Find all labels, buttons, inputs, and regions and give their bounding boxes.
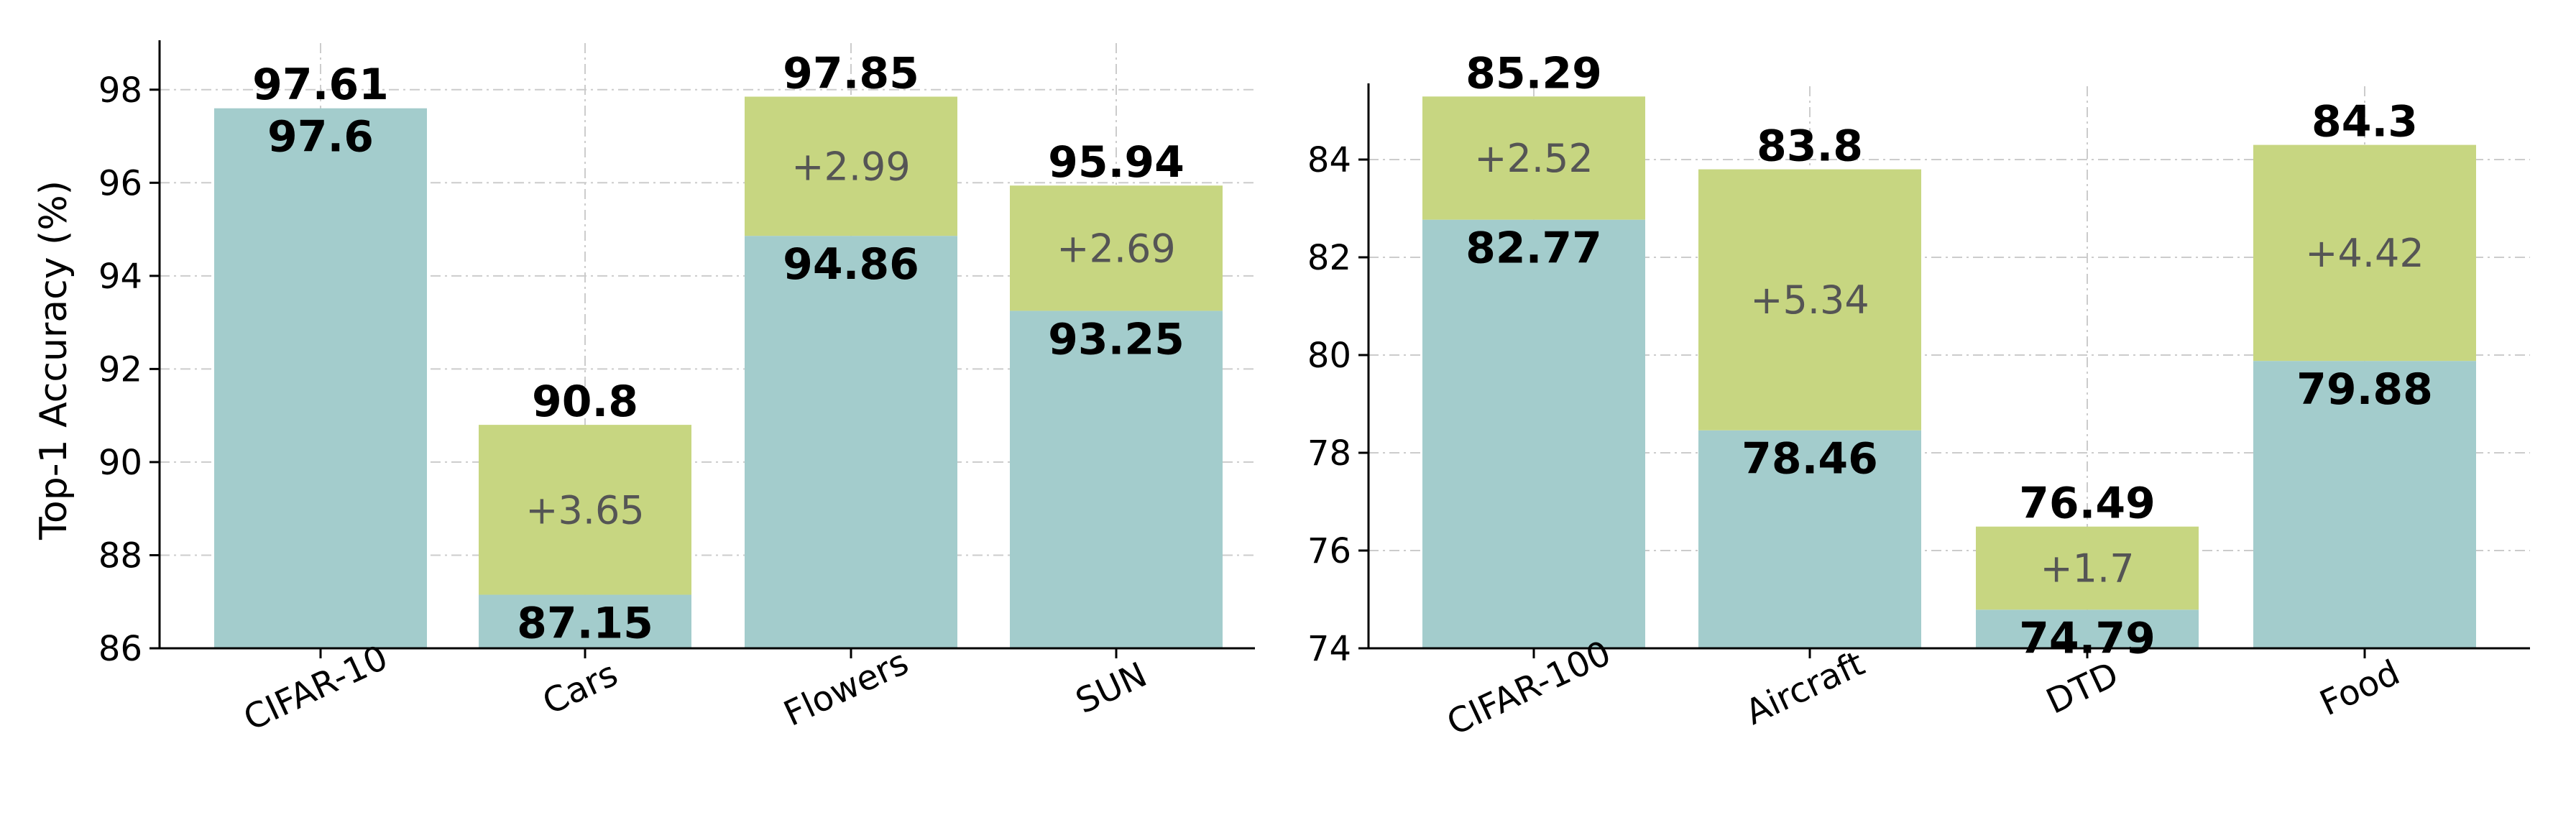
bar-base bbox=[479, 594, 691, 648]
y-tick-label: 78 bbox=[1307, 433, 1351, 474]
gain-value-label: +2.52 bbox=[1474, 136, 1593, 181]
base-value-label: 87.15 bbox=[517, 599, 653, 649]
bar-gain bbox=[1698, 169, 1921, 431]
bar-gain bbox=[1422, 96, 1645, 220]
x-tick-label: Aircraft bbox=[1739, 643, 1871, 733]
bar-base bbox=[1698, 430, 1921, 648]
y-tick-label: 74 bbox=[1307, 629, 1351, 669]
y-tick-label: 84 bbox=[1307, 140, 1351, 180]
bar-gain bbox=[1976, 526, 2199, 610]
total-value-label: 95.94 bbox=[1048, 137, 1184, 188]
y-tick-label: 90 bbox=[98, 443, 142, 483]
total-value-label: 83.8 bbox=[1757, 121, 1863, 172]
gain-value-label: +2.99 bbox=[791, 144, 910, 189]
y-tick-label: 94 bbox=[98, 257, 142, 297]
bar-gain bbox=[2253, 144, 2476, 362]
bar-base bbox=[1010, 310, 1223, 648]
x-tick-label: Flowers bbox=[778, 642, 914, 734]
base-value-label: 97.6 bbox=[267, 112, 374, 162]
x-tick-label: CIFAR-10 bbox=[238, 638, 394, 739]
chart-left: 86 88 90 92 94 96 98 CIFAR-10 Cars Flowers SUN 97.6… bbox=[32, 40, 1255, 739]
bar-gain bbox=[1010, 185, 1223, 311]
base-value-label: 82.77 bbox=[1466, 224, 1602, 274]
x-tick-label: Food bbox=[2314, 653, 2406, 724]
total-value-label: 85.29 bbox=[1466, 48, 1602, 98]
gain-value-label: +5.34 bbox=[1750, 277, 1869, 323]
total-value-label: 84.3 bbox=[2312, 97, 2418, 147]
bar-base bbox=[1976, 609, 2199, 648]
total-value-label: 90.8 bbox=[532, 377, 638, 427]
gain-value-label: +3.65 bbox=[525, 487, 644, 533]
bar-base bbox=[1422, 219, 1645, 648]
bar-gain bbox=[479, 425, 691, 595]
x-tick-label: DTD bbox=[2041, 654, 2125, 722]
y-tick-label: 88 bbox=[98, 535, 142, 576]
gain-value-label: +4.42 bbox=[2305, 231, 2424, 276]
x-tick-label: SUN bbox=[1070, 655, 1153, 722]
base-value-label: 78.46 bbox=[1742, 434, 1878, 484]
bar-base bbox=[214, 108, 427, 648]
total-value-label: 76.49 bbox=[2019, 479, 2156, 529]
base-value-label: 93.25 bbox=[1048, 314, 1184, 364]
y-tick-label: 76 bbox=[1307, 531, 1351, 571]
chart-right: 74 76 78 80 82 84 CIFAR-100 Aircraft DTD Food 85.2… bbox=[1307, 48, 2530, 743]
y-axis-label: Top-1 Accuracy (%) bbox=[32, 180, 75, 540]
bar-base bbox=[2253, 361, 2476, 648]
gain-value-label: +2.69 bbox=[1057, 226, 1175, 271]
x-tick-label: Cars bbox=[537, 653, 624, 722]
total-value-label: 97.61 bbox=[252, 60, 389, 110]
y-tick-label: 96 bbox=[98, 163, 142, 203]
base-value-label: 74.79 bbox=[2019, 613, 2156, 663]
total-value-label: 97.85 bbox=[783, 48, 919, 98]
x-tick-label: CIFAR-100 bbox=[1441, 633, 1617, 744]
gain-value-label: +1.7 bbox=[2040, 546, 2134, 591]
bar-gain bbox=[745, 96, 957, 236]
base-value-label: 94.86 bbox=[783, 239, 919, 290]
base-value-label: 79.88 bbox=[2296, 364, 2433, 415]
y-tick-label: 98 bbox=[98, 70, 142, 111]
y-tick-label: 80 bbox=[1307, 336, 1351, 376]
y-tick-label: 86 bbox=[98, 629, 142, 669]
y-tick-label: 82 bbox=[1307, 238, 1351, 278]
bar-base bbox=[745, 236, 957, 648]
y-tick-label: 92 bbox=[98, 349, 142, 390]
